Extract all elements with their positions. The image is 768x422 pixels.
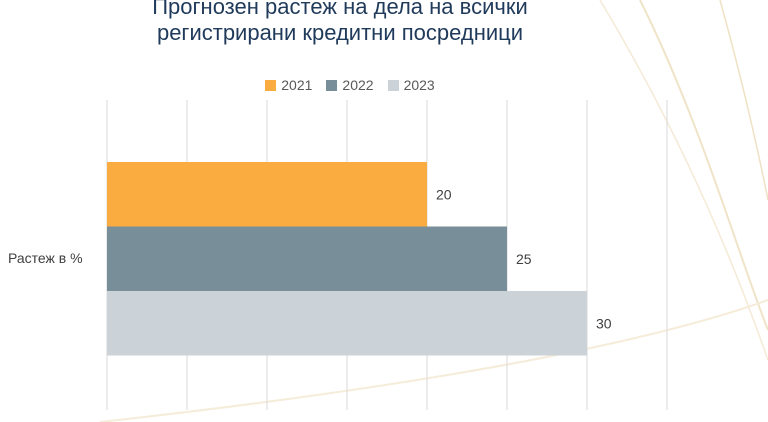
- chart-legend: 2021 2022 2023: [0, 77, 700, 93]
- bar-2022: [107, 226, 507, 291]
- legend-label-2021: 2021: [281, 77, 313, 93]
- legend-item-2022: 2022: [326, 77, 374, 93]
- bar-2023: [107, 291, 587, 356]
- bar-2021: [107, 162, 427, 227]
- legend-label-2022: 2022: [342, 77, 374, 93]
- legend-swatch-2021: [265, 79, 277, 91]
- legend-label-2023: 2023: [403, 77, 435, 93]
- legend-item-2023: 2023: [387, 77, 435, 93]
- chart-title-line-1: Прогнозен растеж на дела на всички: [152, 0, 528, 19]
- legend-item-2021: 2021: [265, 77, 312, 93]
- category-label: Растеж в %: [8, 250, 83, 266]
- bars: [107, 162, 587, 356]
- data-label-2021: 20: [436, 186, 452, 202]
- legend-swatch-2023: [387, 79, 399, 91]
- legend-swatch-2022: [326, 79, 338, 91]
- chart-title-line-2: регистрирани кредитни посредници: [156, 20, 524, 45]
- chart-title: Прогнозен растеж на дела на всички регис…: [0, 0, 680, 46]
- data-label-2022: 25: [516, 251, 532, 267]
- data-labels: 20 25 30: [436, 186, 612, 331]
- data-label-2023: 30: [596, 315, 612, 331]
